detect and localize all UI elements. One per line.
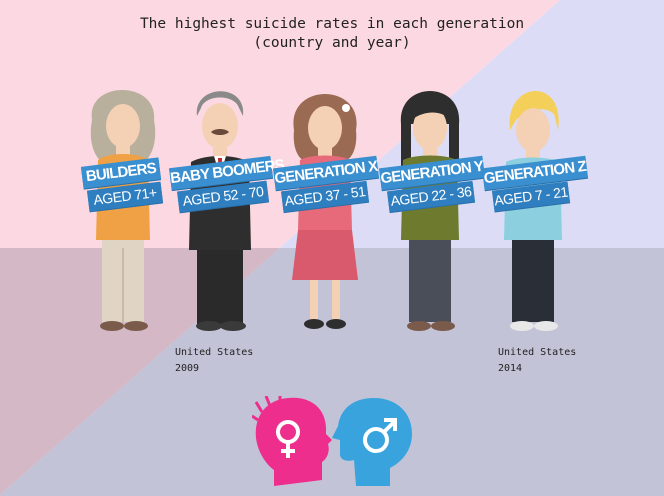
- note-country: United States: [498, 347, 577, 358]
- note-year: 2009: [175, 363, 200, 374]
- bg-floor-right: [0, 248, 664, 496]
- note-year: 2014: [498, 363, 523, 374]
- female-head-icon: [252, 396, 332, 486]
- title-line-2: (country and year): [253, 35, 411, 51]
- title-line-1: The highest suicide rates in each genera…: [139, 16, 525, 32]
- note-generation-z: United States 2014: [498, 345, 576, 377]
- note-country: United States: [175, 347, 254, 358]
- note-baby-boomers: United States 2009: [175, 345, 253, 377]
- male-head-icon: [332, 398, 412, 486]
